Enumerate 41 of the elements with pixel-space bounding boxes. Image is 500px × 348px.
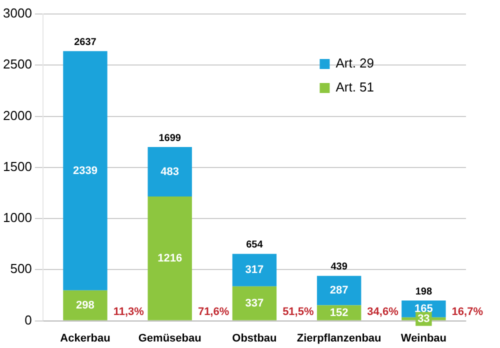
data-label: 337	[245, 297, 264, 310]
annotation: 34,6%	[367, 306, 399, 318]
bar	[63, 290, 108, 320]
x-tick-label: Weinbau	[400, 332, 447, 344]
data-label: 2339	[72, 164, 98, 177]
legend-label: Art. 51	[336, 80, 374, 95]
data-label: 152	[330, 306, 348, 319]
bar	[232, 254, 277, 286]
y-tick-label: 2500	[3, 56, 32, 72]
x-tick-label: Ackerbau	[60, 332, 110, 344]
bar	[148, 196, 192, 320]
legend-label: Art. 29	[336, 56, 374, 71]
y-tick-label: 1500	[3, 158, 32, 174]
annotation: 51,5%	[282, 306, 314, 318]
total-label: 2637	[74, 36, 97, 48]
y-tick-label: 1000	[3, 210, 32, 226]
bar	[148, 147, 192, 196]
data-label: 483	[160, 166, 180, 178]
annotation: 71,6%	[198, 306, 230, 318]
annotation: 16,7%	[452, 306, 484, 318]
data-label: 165	[414, 303, 433, 316]
bar	[63, 51, 108, 290]
x-tick-label: Zierpflanzenbau	[296, 332, 382, 344]
bar	[232, 286, 277, 320]
total-label: 654	[246, 240, 264, 251]
y-tick-label: 0	[24, 312, 32, 328]
y-tick-label: 2000	[3, 108, 32, 123]
bar	[316, 276, 362, 306]
data-label: 1216	[158, 252, 182, 264]
total-label: 439	[330, 262, 348, 273]
x-tick-label: Obstbau	[232, 332, 277, 344]
annotation: 11,3%	[113, 306, 144, 318]
y-tick-label: 3000	[3, 6, 32, 21]
data-label: 287	[330, 284, 348, 297]
data-label: 298	[76, 299, 94, 312]
y-tick-label: 500	[10, 261, 32, 276]
total-label: 1699	[158, 132, 182, 144]
x-tick-label: Gemüsebau	[138, 332, 202, 344]
total-label: 198	[415, 286, 432, 298]
data-label: 317	[245, 264, 264, 276]
data-label: 33	[418, 312, 430, 325]
